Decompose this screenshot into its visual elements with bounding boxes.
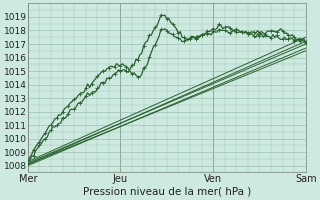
X-axis label: Pression niveau de la mer( hPa ): Pression niveau de la mer( hPa ) <box>83 187 251 197</box>
